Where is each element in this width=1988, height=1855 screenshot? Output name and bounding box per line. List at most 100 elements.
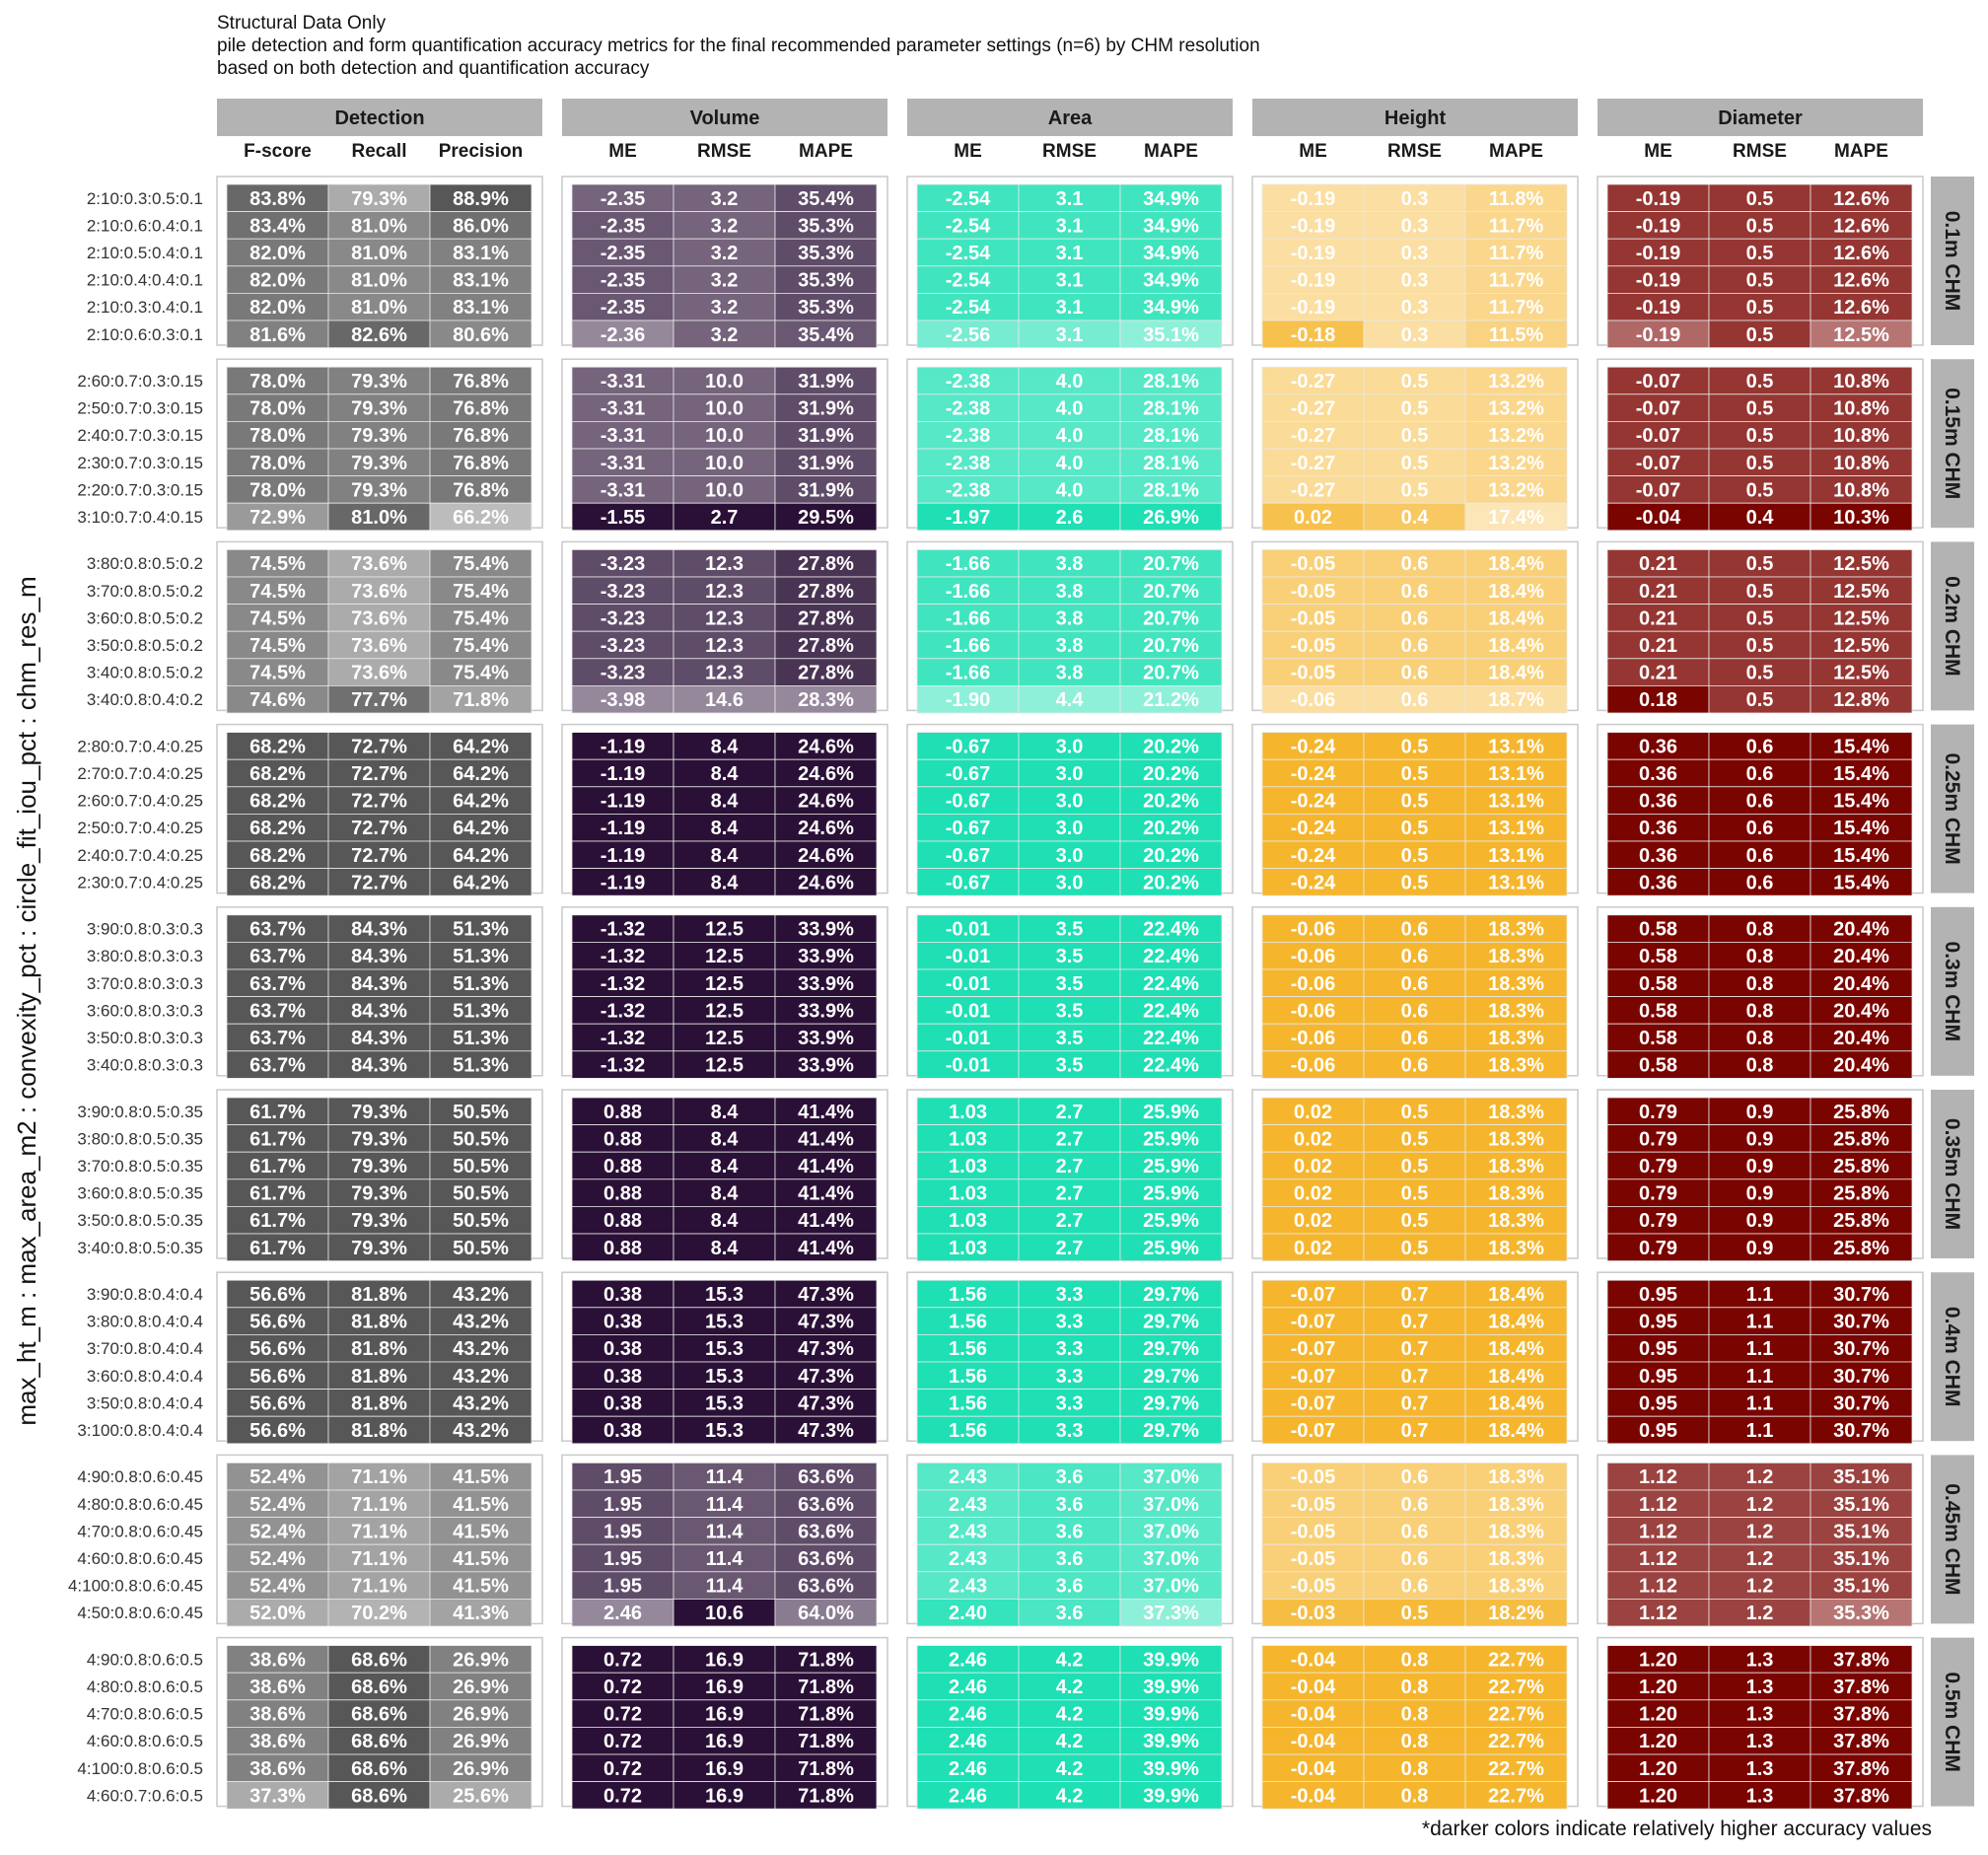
cell-value-label: 1.03	[949, 1102, 987, 1123]
cell-value-label: -2.36	[601, 324, 646, 346]
cell-value-label: 0.5	[1401, 763, 1429, 785]
heatmap-cell	[1606, 1151, 1710, 1180]
cell-value-label: 0.8	[1401, 1704, 1429, 1726]
cell-value-label: -0.06	[1291, 946, 1336, 967]
heatmap-cell	[673, 1050, 776, 1079]
cell-value-label: 25.9%	[1143, 1210, 1199, 1232]
cell-value-label: 8.4	[711, 791, 740, 813]
cell-value-label: 81.0%	[351, 297, 407, 319]
facet-strip-label: Area	[1048, 107, 1093, 129]
row-facet-label: 0.25m CHM	[1941, 752, 1963, 864]
y-tick-label: 4:70:0.8:0.6:0.45	[77, 1522, 203, 1540]
heatmap-cell	[226, 604, 329, 632]
heatmap-cell	[1261, 840, 1365, 870]
cell-value-label: 10.3%	[1833, 507, 1889, 529]
cell-value-label: 39.9%	[1143, 1649, 1199, 1671]
cell-value-label: 24.6%	[798, 763, 854, 785]
heatmap-cell	[1119, 1543, 1223, 1573]
cell-value-label: 8.4	[711, 1210, 740, 1232]
heatmap-cell	[916, 265, 1020, 294]
cell-value-label: 3.2	[711, 270, 739, 292]
heatmap-cell	[1363, 502, 1466, 532]
chart-title: Structural Data Only	[217, 13, 387, 34]
cell-value-label: 11.4	[706, 1521, 745, 1542]
heatmap-cell	[1810, 996, 1913, 1025]
cell-value-label: 79.3%	[351, 1128, 407, 1150]
cell-value-label: 43.2%	[453, 1338, 509, 1360]
cell-value-label: 2.43	[949, 1521, 987, 1542]
heatmap-cell	[327, 238, 431, 267]
cell-value-label: -0.05	[1291, 1548, 1336, 1570]
heatmap-cell	[1261, 685, 1365, 714]
cell-value-label: 1.20	[1639, 1785, 1677, 1807]
heatmap-cell	[571, 238, 674, 267]
facet-strip-label: Detection	[334, 107, 424, 129]
cell-value-label: 43.2%	[453, 1284, 509, 1306]
heatmap-cell	[1119, 1727, 1223, 1755]
cell-value-label: 0.8	[1746, 1055, 1774, 1077]
heatmap-cell	[1708, 448, 1811, 477]
cell-value-label: 3.5	[1056, 1028, 1084, 1049]
heatmap-cell	[1464, 1178, 1568, 1207]
heatmap-cell	[1363, 1233, 1466, 1262]
cell-value-label: 22.7%	[1488, 1649, 1544, 1671]
heatmap-cell	[226, 1727, 329, 1755]
cell-value-label: 84.3%	[351, 1028, 407, 1049]
y-tick-label: 2:10:0.4:0.4:0.1	[87, 271, 203, 290]
cell-value-label: 74.5%	[249, 581, 306, 603]
cell-value-label: 75.4%	[453, 553, 509, 575]
heatmap-cell	[1018, 840, 1121, 870]
heatmap-cell	[1810, 1699, 1913, 1728]
cell-value-label: 37.0%	[1143, 1548, 1199, 1570]
cell-value-label: 17.4%	[1488, 507, 1544, 529]
cell-value-label: 79.3%	[351, 1102, 407, 1123]
heatmap-cell	[1708, 1517, 1811, 1545]
cell-value-label: 3.6	[1056, 1466, 1084, 1488]
y-tick-label: 4:60:0.7:0.6:0.5	[87, 1786, 203, 1805]
heatmap-cell	[1606, 1124, 1710, 1153]
cell-value-label: 35.3%	[798, 270, 854, 292]
heatmap-cell	[571, 1489, 674, 1519]
heatmap-cell	[1464, 630, 1568, 660]
cell-value-label: 16.9	[705, 1704, 744, 1726]
y-tick-label: 4:50:0.8:0.6:0.45	[77, 1604, 203, 1622]
cell-value-label: 0.5	[1401, 398, 1429, 420]
cell-value-label: 47.3%	[798, 1312, 854, 1333]
heatmap-cell	[1708, 238, 1811, 267]
cell-value-label: 18.3%	[1488, 1466, 1544, 1488]
cell-value-label: 34.9%	[1143, 188, 1199, 210]
heatmap-cell	[1363, 549, 1466, 578]
heatmap-cell	[673, 996, 776, 1025]
cell-value-label: 0.6	[1401, 1494, 1429, 1516]
heatmap-cell	[1464, 1389, 1568, 1417]
cell-value-label: 39.9%	[1143, 1731, 1199, 1752]
heatmap-cell	[327, 1023, 431, 1052]
cell-value-label: 1.56	[949, 1284, 987, 1306]
cell-value-label: -0.05	[1291, 663, 1336, 684]
cell-value-label: 63.6%	[798, 1576, 854, 1598]
cell-value-label: 81.0%	[351, 215, 407, 237]
cell-value-label: 20.2%	[1143, 763, 1199, 785]
heatmap-cell	[1810, 1178, 1913, 1207]
cell-value-label: 8.4	[711, 818, 740, 839]
cell-value-label: 18.4%	[1488, 1338, 1544, 1360]
cell-value-label: 0.5	[1746, 607, 1774, 629]
cell-value-label: 37.8%	[1833, 1677, 1889, 1698]
cell-value-label: 41.4%	[798, 1183, 854, 1205]
cell-value-label: -0.27	[1291, 453, 1336, 474]
y-tick-label: 3:50:0.8:0.5:0.35	[77, 1211, 203, 1230]
cell-value-label: 35.1%	[1833, 1576, 1889, 1598]
y-tick-label: 3:40:0.8:0.3:0.3	[87, 1056, 203, 1075]
cell-value-label: 18.3%	[1488, 1494, 1544, 1516]
heatmap-cell	[1464, 1361, 1568, 1391]
heatmap-cell	[571, 475, 674, 504]
cell-value-label: 15.3	[705, 1366, 744, 1388]
heatmap-cell	[673, 502, 776, 532]
y-tick-label: 4:60:0.8:0.6:0.5	[87, 1732, 203, 1750]
cell-value-label: -0.05	[1291, 1466, 1336, 1488]
heatmap-cell	[1119, 758, 1223, 788]
cell-value-label: 1.2	[1746, 1494, 1774, 1516]
heatmap-cell	[226, 1050, 329, 1079]
cell-value-label: 35.1%	[1833, 1521, 1889, 1542]
cell-value-label: 1.3	[1746, 1731, 1774, 1752]
